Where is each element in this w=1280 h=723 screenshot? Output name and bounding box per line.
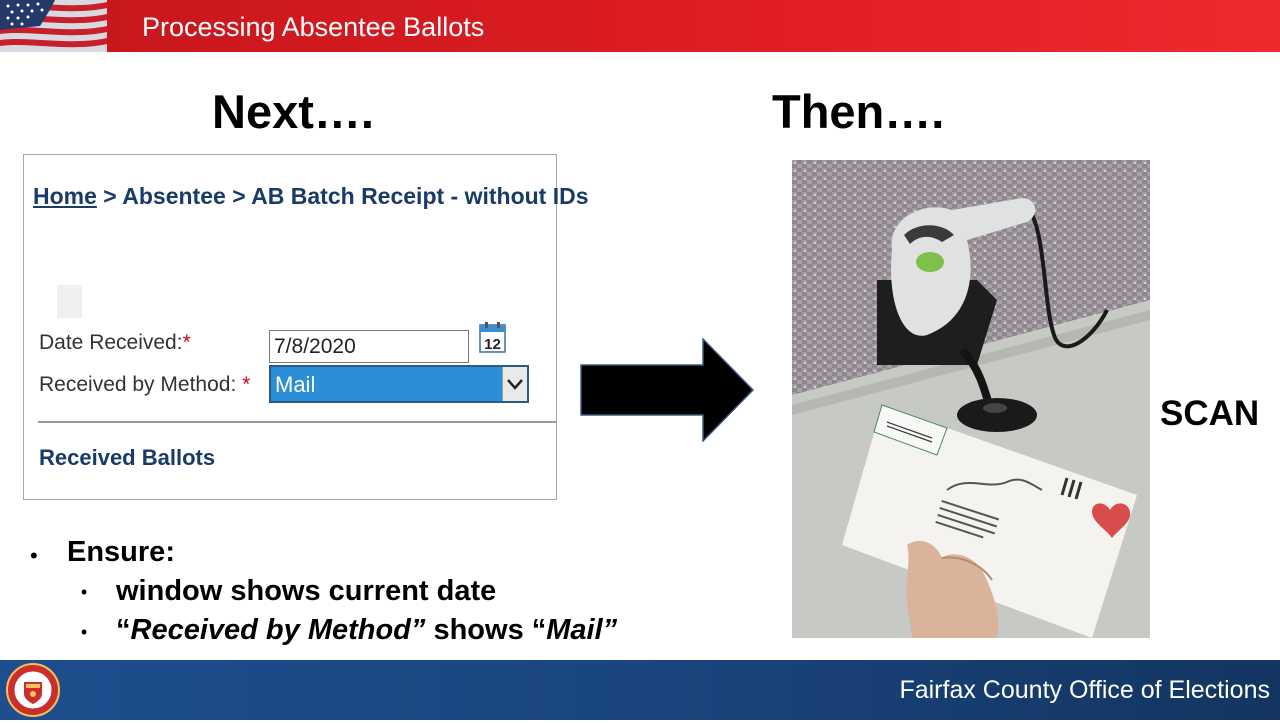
date-received-field[interactable]: 7/8/2020: [269, 330, 469, 363]
barcode-scanner-photo: [792, 160, 1150, 638]
breadcrumb-absentee[interactable]: Absentee: [122, 183, 226, 209]
calendar-icon[interactable]: 12: [479, 321, 506, 353]
chevron-down-icon[interactable]: [502, 367, 527, 401]
american-flag-icon: [0, 0, 107, 52]
right-arrow-icon: [580, 337, 755, 443]
then-heading: Then….: [772, 85, 945, 138]
organization-name: Fairfax County Office of Elections: [899, 676, 1270, 704]
scan-label: SCAN: [1160, 394, 1260, 433]
required-marker: *: [182, 331, 191, 354]
next-heading: Next….: [212, 85, 374, 138]
section-divider: [38, 421, 556, 423]
received-ballots-heading: Received Ballots: [39, 445, 216, 470]
breadcrumb-current: AB Batch Receipt - without IDs: [251, 183, 589, 209]
bullet-received-method: “Received by Method” shows “Mail”: [116, 614, 618, 646]
placeholder-box: [57, 285, 82, 318]
date-received-label: Date Received:*: [39, 331, 191, 354]
footer-bar: [0, 660, 1280, 720]
breadcrumb-separator: >: [96, 183, 123, 209]
slide-title: Processing Absentee Ballots: [142, 12, 485, 42]
bullet-dot: •: [30, 543, 38, 568]
bullet-current-date: window shows current date: [116, 575, 497, 607]
received-method-select[interactable]: Mail: [269, 365, 529, 403]
bullet-dot: •: [81, 582, 88, 602]
required-marker: *: [242, 373, 251, 396]
breadcrumb-separator: >: [225, 183, 252, 209]
ensure-bullet: Ensure:: [67, 536, 175, 568]
bullet-dot: •: [81, 622, 88, 642]
method-label: Received by Method: *: [39, 373, 251, 396]
breadcrumb-home-link[interactable]: Home: [33, 183, 97, 209]
received-method-value: Mail: [275, 372, 316, 397]
batch-receipt-screenshot: Home > Absentee > AB Batch Receipt - wit…: [23, 154, 589, 500]
header-bar: [0, 0, 1280, 52]
calendar-day-text: 12: [484, 336, 501, 353]
breadcrumb: Home > Absentee > AB Batch Receipt - wit…: [33, 183, 589, 210]
county-seal-logo: [2, 662, 64, 718]
